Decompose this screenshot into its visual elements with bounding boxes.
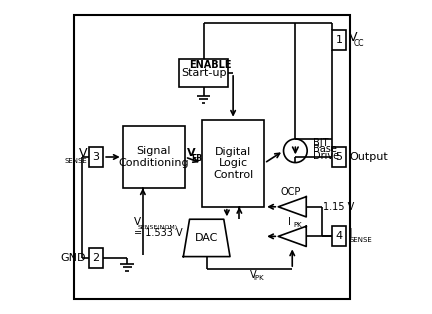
Text: 1: 1 <box>335 35 343 45</box>
Text: V: V <box>249 270 256 280</box>
Bar <box>332 147 346 167</box>
Bar <box>89 147 103 167</box>
Text: SENSE: SENSE <box>65 158 88 164</box>
Text: V: V <box>133 217 141 227</box>
Text: V: V <box>79 147 88 160</box>
Text: 1.15 V: 1.15 V <box>324 202 355 212</box>
Text: Start-up: Start-up <box>181 68 226 78</box>
Bar <box>202 120 264 207</box>
Bar <box>179 59 229 87</box>
Bar <box>74 15 350 299</box>
Polygon shape <box>278 197 306 217</box>
Text: FB: FB <box>191 154 202 163</box>
Text: 3: 3 <box>93 152 100 162</box>
Polygon shape <box>278 226 306 246</box>
Bar <box>123 126 185 188</box>
Text: DAC: DAC <box>195 233 218 243</box>
Bar <box>332 226 346 246</box>
Polygon shape <box>183 219 230 257</box>
Bar <box>89 248 103 268</box>
Text: V: V <box>187 148 196 158</box>
Bar <box>332 30 346 51</box>
Text: 5: 5 <box>335 152 343 162</box>
Text: ENABLE: ENABLE <box>189 60 232 70</box>
Text: = 1.533 V: = 1.533 V <box>134 228 183 238</box>
Text: CC: CC <box>354 39 364 48</box>
Text: 2: 2 <box>92 253 100 263</box>
Text: 4: 4 <box>335 231 343 241</box>
Text: IPK: IPK <box>253 275 264 281</box>
Circle shape <box>283 139 307 163</box>
Text: Digital
Logic
Control: Digital Logic Control <box>213 147 253 180</box>
Text: GND: GND <box>60 253 86 263</box>
Text: Drive: Drive <box>313 151 340 161</box>
Text: I: I <box>349 227 353 241</box>
Text: SENSE: SENSE <box>350 237 373 243</box>
Text: OCP: OCP <box>280 187 301 197</box>
Text: Base: Base <box>313 144 337 154</box>
Text: SENSE(NOM): SENSE(NOM) <box>137 225 178 230</box>
Text: BJT: BJT <box>313 138 329 148</box>
Text: V: V <box>349 31 358 44</box>
Text: Signal
Conditioning: Signal Conditioning <box>118 146 189 168</box>
Text: Output: Output <box>349 152 388 162</box>
Text: I: I <box>288 217 291 227</box>
Text: PK: PK <box>294 222 302 228</box>
